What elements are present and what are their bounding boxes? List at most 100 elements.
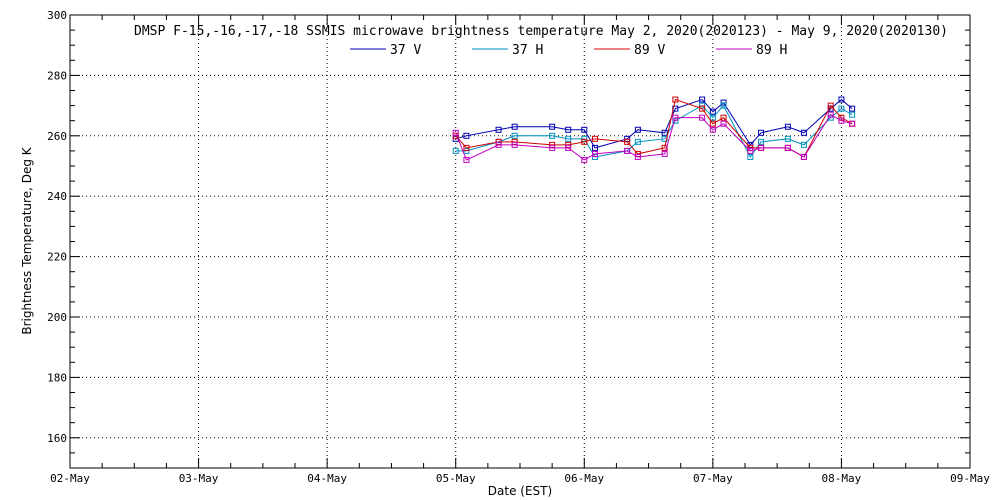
data-point [661, 150, 668, 157]
data-point [634, 126, 641, 133]
data-point [463, 132, 470, 139]
data-point [849, 120, 856, 127]
series-line-89-h [455, 113, 853, 161]
data-point [624, 135, 631, 142]
series-89-v [452, 96, 856, 160]
x-tick-label: 05-May [436, 472, 476, 485]
data-point [747, 147, 754, 154]
data-point [452, 147, 459, 154]
x-axis-label: Date (EST) [488, 484, 552, 498]
series-89-h [452, 111, 856, 163]
grid [70, 15, 970, 468]
data-point [800, 129, 807, 136]
legend-label-37-v: 37 V [390, 43, 421, 58]
data-point [565, 144, 572, 151]
data-point [672, 114, 679, 121]
data-point [495, 141, 502, 148]
data-point [581, 138, 588, 145]
data-point [634, 138, 641, 145]
data-point [672, 96, 679, 103]
data-point [720, 102, 727, 109]
data-point [849, 111, 856, 118]
legend: 37 V 37 H 89 V 89 H [350, 43, 787, 58]
data-point [709, 120, 716, 127]
series-line-37-v [455, 98, 853, 149]
data-point [495, 126, 502, 133]
data-point [549, 123, 556, 130]
series-line-37-h [455, 104, 853, 158]
data-point [699, 114, 706, 121]
data-point [720, 120, 727, 127]
y-tick-label: 200 [47, 311, 67, 324]
data-point [495, 138, 502, 145]
data-point [549, 144, 556, 151]
y-tick-label: 240 [47, 190, 67, 203]
data-point [549, 132, 556, 139]
data-point [747, 153, 754, 160]
x-tick-label: 09-May [950, 472, 990, 485]
data-point [699, 96, 706, 103]
data-point [592, 150, 598, 157]
legend-label-37-h: 37 H [512, 43, 543, 58]
axis-ticks: 02-May 03-May 04-May 05-May 06-May 07-May 08-M… [47, 9, 990, 485]
legend-label-89-v: 89 V [634, 43, 665, 58]
data-point [581, 156, 588, 163]
data-point [720, 114, 727, 121]
data-point [511, 123, 518, 130]
x-tick-label: 08-May [822, 472, 862, 485]
series-group [452, 96, 856, 163]
data-point [699, 105, 706, 112]
data-point [463, 147, 470, 154]
data-point [758, 138, 765, 145]
data-point [581, 135, 588, 142]
data-point [624, 147, 631, 154]
data-point [581, 126, 588, 133]
plot-frame [69, 14, 971, 469]
data-point [511, 138, 518, 145]
data-point [452, 129, 459, 136]
data-point [463, 156, 470, 163]
x-tick-label: 07-May [693, 472, 733, 485]
data-point [784, 123, 791, 130]
data-point [463, 144, 470, 151]
y-tick-label: 260 [47, 130, 67, 143]
chart-title: DMSP F-15,-16,-17,-18 SSMIS microwave br… [134, 24, 948, 39]
data-point [709, 108, 716, 115]
data-point [838, 105, 845, 112]
data-point [549, 141, 556, 148]
data-point [827, 111, 834, 118]
data-point [838, 96, 845, 103]
x-tick-label: 04-May [307, 472, 347, 485]
y-tick-label: 300 [47, 9, 67, 22]
data-point [800, 141, 807, 148]
x-tick-label: 02-May [50, 472, 90, 485]
data-point [565, 141, 572, 148]
data-point [849, 105, 856, 112]
y-tick-label: 220 [47, 251, 67, 264]
data-point [800, 153, 807, 160]
data-point [838, 117, 845, 124]
y-tick-label: 280 [47, 69, 67, 82]
y-tick-label: 180 [47, 371, 67, 384]
legend-label-89-h: 89 H [756, 43, 787, 58]
data-point [709, 114, 716, 121]
data-point [758, 144, 765, 151]
data-point [634, 153, 641, 160]
data-point [661, 129, 668, 136]
data-point [758, 129, 765, 136]
data-point [709, 126, 716, 133]
data-point [511, 132, 518, 139]
data-point [511, 141, 518, 148]
data-point [592, 144, 598, 151]
data-point [661, 144, 668, 151]
data-point [784, 135, 791, 142]
x-tick-label: 06-May [564, 472, 604, 485]
data-point [784, 144, 791, 151]
data-point [565, 126, 572, 133]
data-point [565, 135, 572, 142]
x-tick-label: 03-May [179, 472, 219, 485]
data-point [592, 135, 598, 142]
y-tick-label: 160 [47, 432, 67, 445]
